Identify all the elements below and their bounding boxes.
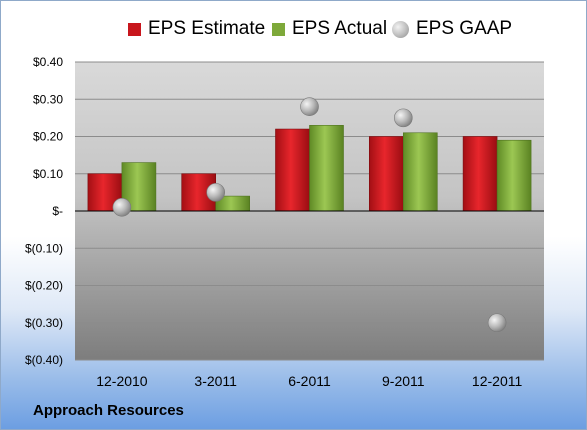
legend-marker-eps-gaap [392, 20, 409, 38]
bar-eps-estimate [275, 128, 310, 212]
bar-eps-estimate [368, 136, 404, 212]
legend-item-eps-estimate: EPS Estimate [128, 14, 265, 44]
y-tick-label: $- [52, 204, 63, 218]
legend-swatch-eps-estimate [128, 22, 141, 36]
legend-item-eps-actual: EPS Actual [272, 14, 387, 44]
x-tick-label: 3-2011 [194, 373, 237, 389]
x-axis-ticks: 12-2010 3-2011 6-2011 9-2011 12-2011 [96, 373, 522, 389]
x-tick-label: 9-2011 [382, 373, 425, 389]
legend: EPS Estimate EPS Actual EPS GAAP [0, 14, 587, 44]
y-tick-label: $(0.20) [25, 279, 63, 293]
point-eps-gaap [112, 197, 132, 217]
x-tick-label: 6-2011 [288, 373, 331, 389]
legend-item-eps-gaap: EPS GAAP [392, 14, 512, 44]
legend-label-eps-gaap: EPS GAAP [416, 18, 513, 39]
x-tick-label: 12-2011 [472, 373, 523, 389]
point-eps-gaap [487, 313, 507, 333]
bar-eps-actual [402, 132, 438, 212]
y-tick-label: $(0.10) [25, 241, 63, 255]
legend-swatch-eps-actual [272, 22, 285, 36]
y-tick-label: $0.10 [33, 167, 63, 181]
y-tick-label: $0.30 [33, 92, 63, 106]
x-tick-label: 12-2010 [96, 373, 148, 389]
bar-eps-actual [309, 125, 344, 212]
bar-eps-actual [496, 139, 532, 212]
y-axis-ticks: $0.40 $0.30 $0.20 $0.10 $- $(0.10) $(0.20) $(0.… [25, 55, 63, 367]
point-eps-gaap [206, 183, 225, 202]
y-tick-label: $0.40 [33, 55, 63, 69]
bar-eps-estimate [462, 136, 498, 212]
point-eps-gaap [393, 108, 413, 128]
y-tick-label: $(0.40) [25, 353, 63, 367]
gaap-markers [112, 97, 507, 333]
company-name: Approach Resources [33, 402, 184, 419]
legend-label-eps-estimate: EPS Estimate [148, 18, 266, 39]
y-tick-label: $(0.30) [25, 316, 63, 330]
point-eps-gaap [300, 97, 319, 116]
y-tick-label: $0.20 [33, 130, 63, 144]
legend-label-eps-actual: EPS Actual [292, 18, 388, 39]
